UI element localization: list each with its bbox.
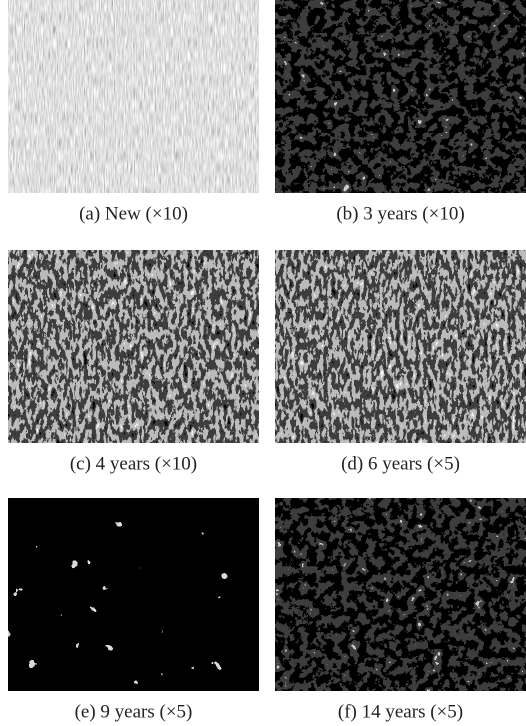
micrograph <box>275 498 526 691</box>
panel-caption: (c) 4 years (×10) <box>70 453 197 474</box>
micrograph <box>275 0 526 193</box>
panel-caption: (b) 3 years (×10) <box>336 203 464 224</box>
micrograph <box>8 250 259 443</box>
panel-caption: (e) 9 years (×5) <box>75 701 193 722</box>
micrograph <box>275 250 526 443</box>
panel-caption: (f) 14 years (×5) <box>338 701 463 722</box>
micrograph <box>8 0 259 193</box>
panel-caption: (a) New (×10) <box>79 203 188 224</box>
panel-caption: (d) 6 years (×5) <box>341 453 460 474</box>
micrograph <box>8 498 259 691</box>
